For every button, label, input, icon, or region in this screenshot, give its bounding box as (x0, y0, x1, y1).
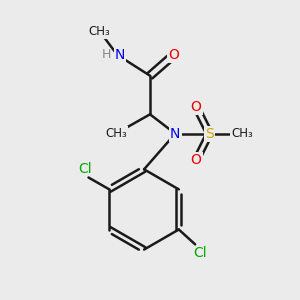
Text: H: H (101, 48, 111, 62)
Text: O: O (168, 48, 179, 62)
Text: O: O (190, 153, 202, 167)
Text: CH₃: CH₃ (88, 25, 110, 38)
Text: Cl: Cl (79, 162, 92, 176)
Text: CH₃: CH₃ (231, 127, 253, 140)
Text: O: O (190, 100, 202, 114)
Text: N: N (115, 48, 125, 62)
Text: Cl: Cl (193, 246, 206, 260)
Text: CH₃: CH₃ (105, 127, 127, 140)
Text: N: N (170, 127, 181, 141)
Text: S: S (205, 127, 214, 141)
